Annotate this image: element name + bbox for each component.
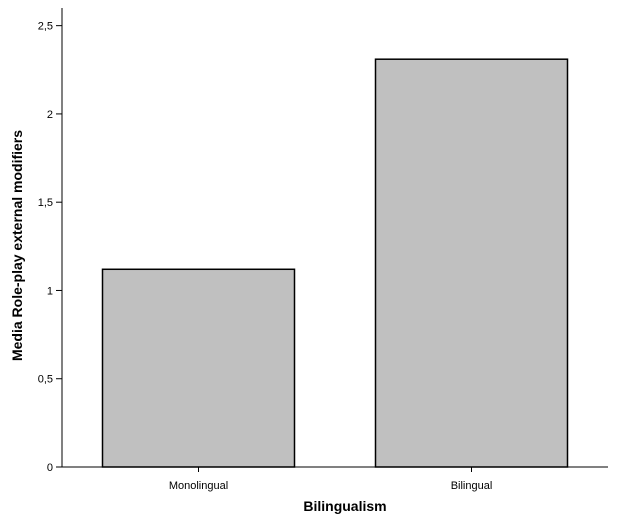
y-tick-label: 2 <box>47 109 53 121</box>
bar-monolingual <box>103 269 295 467</box>
x-labels-group: Monolingual Bilingual <box>169 467 492 492</box>
y-tick-label: 1 <box>47 285 53 297</box>
y-tick-label: 1,5 <box>38 197 53 209</box>
x-category-label: Bilingual <box>451 480 493 492</box>
y-ticks-group: 0 0,5 1 1,5 2 2,5 <box>38 21 62 474</box>
x-category-label: Monolingual <box>169 480 228 492</box>
y-tick-label: 0,5 <box>38 374 53 386</box>
bars-group <box>103 59 568 467</box>
y-tick-label: 2,5 <box>38 21 53 33</box>
x-axis-title: Bilingualism <box>303 498 386 514</box>
y-axis-title: Media Role-play external modifiers <box>9 130 25 361</box>
y-tick-label: 0 <box>47 462 53 474</box>
bar-bilingual <box>376 59 568 467</box>
